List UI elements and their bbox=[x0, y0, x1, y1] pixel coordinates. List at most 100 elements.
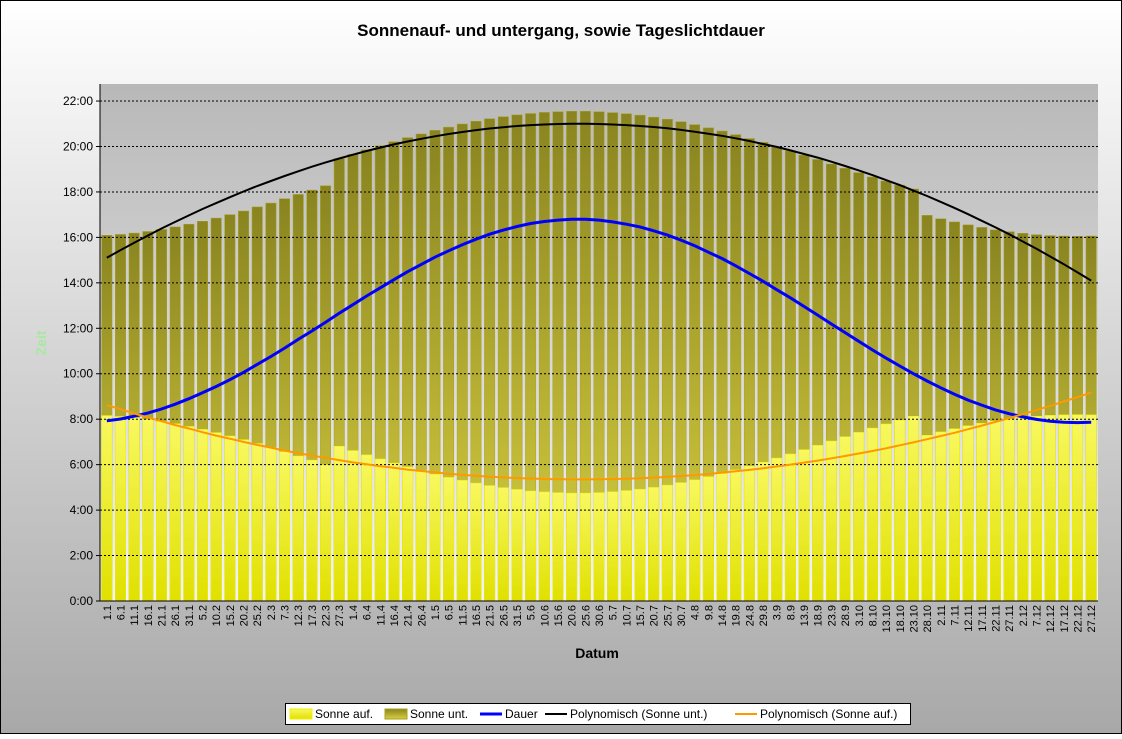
legend-label: Polynomisch (Sonne auf.) bbox=[760, 707, 897, 721]
bar bbox=[361, 454, 373, 602]
bar bbox=[784, 453, 796, 602]
bar bbox=[251, 443, 263, 602]
content: 0:00 2:00 4:00 6:00 8:00 10:00 12:00 14:00 16:00… bbox=[63, 84, 1098, 721]
y-tick-label: 14:00 bbox=[63, 276, 93, 290]
x-tick-label: 21.5 bbox=[485, 605, 497, 626]
x-tick-label: 16.1 bbox=[143, 605, 155, 626]
x-tick-label: 12.11 bbox=[963, 605, 975, 632]
x-tick-label: 27.12 bbox=[1086, 605, 1098, 633]
bar bbox=[798, 449, 810, 602]
x-tick-label: 27.11 bbox=[1004, 605, 1016, 632]
bar bbox=[1044, 415, 1056, 602]
x-tick-label: 17.3 bbox=[307, 605, 319, 626]
x-tick-label: 25.7 bbox=[662, 605, 674, 626]
x-tick-label: 25.6 bbox=[580, 605, 592, 626]
bar bbox=[279, 451, 291, 602]
x-tick-label: 7.3 bbox=[280, 605, 292, 620]
x-tick-label: 6.4 bbox=[362, 605, 374, 620]
bar bbox=[579, 492, 591, 602]
x-tick-label: 1.1 bbox=[102, 605, 114, 620]
line bbox=[106, 391, 1092, 481]
bar bbox=[990, 420, 1001, 602]
bar bbox=[962, 425, 974, 602]
x-tick-label: 6.1 bbox=[116, 605, 128, 620]
x-tick-label: 20.2 bbox=[239, 605, 251, 626]
x-tick-label: 15.2 bbox=[225, 605, 237, 626]
bar bbox=[566, 492, 578, 602]
x-tick-label: 2.3 bbox=[266, 605, 278, 620]
x-tick-label: 2.11 bbox=[936, 605, 948, 626]
x-tick-label: 10.6 bbox=[539, 605, 551, 626]
bar bbox=[470, 482, 482, 602]
y-tick-label: 4:00 bbox=[70, 503, 94, 517]
x-tick-label: 13.9 bbox=[799, 605, 811, 626]
legend-label: Polynomisch (Sonne unt.) bbox=[570, 707, 707, 721]
x-tick-label: 31.5 bbox=[512, 605, 524, 626]
bar bbox=[976, 423, 988, 602]
bar bbox=[689, 479, 701, 602]
x-tick-label: 26.1 bbox=[170, 605, 182, 626]
x-tick-label: 24.8 bbox=[744, 605, 756, 626]
y-axis-label: Zeit bbox=[33, 330, 49, 355]
x-tick-label: 3.9 bbox=[772, 605, 784, 620]
bar bbox=[675, 482, 687, 602]
bar bbox=[538, 491, 550, 602]
x-tick-label: 2.12 bbox=[1018, 605, 1030, 626]
x-axis-label: Datum bbox=[575, 645, 619, 661]
x-tick-label: 22.11 bbox=[990, 605, 1002, 632]
x-tick-label: 1.5 bbox=[430, 605, 442, 620]
x-tick-label: 3.10 bbox=[854, 605, 866, 626]
x-tick-label: 16.5 bbox=[471, 605, 483, 626]
bar bbox=[620, 490, 632, 602]
bar bbox=[853, 432, 865, 602]
bar bbox=[429, 473, 441, 602]
bar bbox=[374, 458, 386, 602]
x-tick-label: 8.9 bbox=[785, 605, 797, 620]
x-tick-label: 26.4 bbox=[416, 605, 428, 626]
x-tick-label: 26.5 bbox=[498, 605, 510, 626]
bar bbox=[388, 462, 400, 602]
bar bbox=[402, 466, 414, 602]
bar bbox=[511, 489, 523, 602]
x-tick-label: 22.3 bbox=[321, 605, 333, 626]
y-tick-label: 6:00 bbox=[70, 458, 94, 472]
x-tick-label: 6.5 bbox=[444, 605, 456, 620]
bar bbox=[825, 440, 837, 602]
bar bbox=[443, 477, 455, 602]
legend-swatch bbox=[384, 708, 408, 720]
y-tick-label: 20:00 bbox=[63, 139, 93, 153]
x-tick-label: 28.9 bbox=[840, 605, 852, 626]
x-tick-label: 11.1 bbox=[129, 605, 141, 626]
x-tick-label: 11.5 bbox=[457, 605, 469, 626]
bar bbox=[497, 487, 509, 602]
x-tick-label: 10.7 bbox=[621, 605, 633, 626]
legend bbox=[285, 703, 911, 725]
line bbox=[106, 217, 1092, 425]
y-tick-label: 18:00 bbox=[63, 185, 93, 199]
y-tick-label: 12:00 bbox=[63, 321, 93, 335]
bar bbox=[743, 465, 755, 602]
x-tick-label: 7.12 bbox=[1031, 605, 1043, 626]
x-tick-label: 5.7 bbox=[608, 605, 620, 620]
bar bbox=[347, 450, 359, 602]
bar bbox=[866, 427, 878, 602]
bar bbox=[292, 455, 304, 602]
bar bbox=[1058, 414, 1070, 602]
bar bbox=[101, 415, 113, 602]
bar bbox=[1031, 415, 1042, 602]
bar bbox=[757, 461, 769, 602]
x-tick-label: 17.11 bbox=[977, 605, 989, 632]
bar bbox=[812, 445, 824, 602]
chart-title: Sonnenauf- und untergang, sowie Tageslic… bbox=[357, 21, 765, 40]
legend-label: Sonne unt. bbox=[410, 707, 468, 721]
x-tick-label: 12.3 bbox=[293, 605, 305, 626]
y-tick-label: 8:00 bbox=[70, 412, 94, 426]
bar bbox=[839, 436, 851, 602]
x-tick-label: 11.4 bbox=[375, 605, 387, 626]
y-tick-label: 16:00 bbox=[63, 230, 93, 244]
x-tick-label: 21.4 bbox=[403, 605, 415, 626]
x-tick-label: 25.2 bbox=[252, 605, 264, 626]
bar bbox=[730, 469, 742, 602]
bar bbox=[238, 439, 249, 602]
